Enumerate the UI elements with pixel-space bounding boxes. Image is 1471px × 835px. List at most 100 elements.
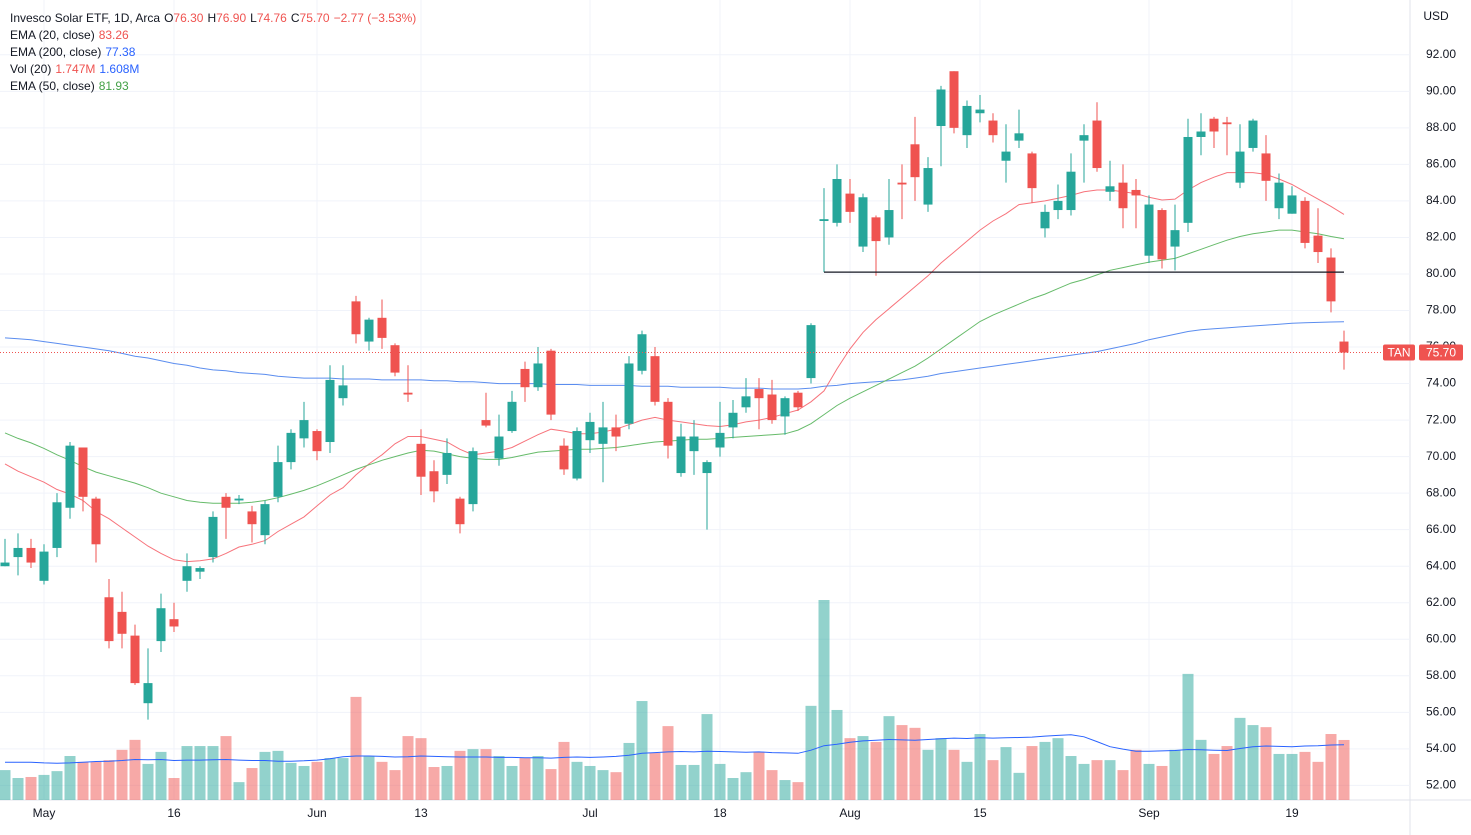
volume-bar <box>194 746 206 800</box>
indicator-line <box>4 172 1345 563</box>
candle-body <box>26 547 36 563</box>
ticker-badge <box>1383 344 1415 361</box>
volume-bar <box>766 770 778 800</box>
indicator-legend: EMA (50, close) 81.93 <box>10 78 420 95</box>
volume-bar <box>311 761 323 800</box>
y-tick-label: 66.00 <box>1426 522 1456 536</box>
volume-bar <box>51 771 63 800</box>
volume-bar <box>1234 717 1246 800</box>
candle-body <box>364 319 374 342</box>
candle-body <box>1131 189 1141 196</box>
candle-body <box>286 432 296 463</box>
volume-bar <box>259 751 271 800</box>
candle-body <box>1261 153 1271 181</box>
candle-body <box>1274 182 1284 209</box>
volume-bar <box>298 765 310 800</box>
candle-body <box>260 504 270 536</box>
volume-bar <box>1195 739 1207 800</box>
volume-bar <box>246 768 258 800</box>
volume-bar <box>467 749 479 800</box>
candle-body <box>351 301 361 335</box>
candle-body <box>1079 135 1089 141</box>
volume-bar <box>376 761 388 800</box>
volume-bar <box>818 600 830 800</box>
volume-bar <box>480 749 492 800</box>
y-tick-label: 64.00 <box>1426 558 1456 572</box>
x-tick-label: Sep <box>1138 806 1160 820</box>
candle-body <box>156 608 166 642</box>
volume-bar <box>1117 770 1129 800</box>
candle-body <box>1222 122 1232 125</box>
y-tick-label: 62.00 <box>1426 595 1456 609</box>
candle-body <box>507 401 517 432</box>
candle-body <box>1196 131 1206 137</box>
volume-bar <box>168 778 180 800</box>
ohlc-value: 76.30 <box>173 11 204 25</box>
volume-bar <box>1013 772 1025 800</box>
candle-body <box>793 392 803 408</box>
volume-bar <box>1338 739 1350 800</box>
y-tick-label: 58.00 <box>1426 668 1456 682</box>
volume-bar <box>1052 738 1064 800</box>
candle-body <box>975 109 985 114</box>
candle-body <box>1105 186 1115 192</box>
y-tick-label: 72.00 <box>1426 412 1456 426</box>
candle-body <box>143 683 153 704</box>
candle-body <box>312 431 322 452</box>
candle-body <box>169 619 179 627</box>
volume-bar <box>116 749 128 800</box>
indicator-line <box>5 734 1345 764</box>
volume-bar <box>1065 756 1077 800</box>
candle-body <box>104 597 114 642</box>
candle-body <box>91 498 101 545</box>
volume-bar <box>506 765 518 800</box>
x-tick-label: Jun <box>307 806 326 820</box>
candle-body <box>390 345 400 373</box>
volume-bar <box>857 736 869 800</box>
candle-body <box>806 325 816 379</box>
volume-bar <box>220 736 232 800</box>
legend: Invesco Solar ETF, 1D, Arca O76.30 H76.90 L… <box>10 10 420 95</box>
volume-bar <box>207 746 219 800</box>
volume-bar <box>1286 753 1298 800</box>
volume-bar <box>415 738 427 800</box>
volume-bar <box>363 756 375 800</box>
volume-bar <box>454 750 466 800</box>
candle-body <box>871 217 881 242</box>
volume-bar <box>935 738 947 800</box>
volume-bar <box>428 767 440 800</box>
candle-body <box>728 412 738 428</box>
candle-body <box>1235 151 1245 183</box>
candle-body <box>780 398 790 417</box>
candle-body <box>611 427 621 437</box>
candle-body <box>858 197 868 247</box>
candle-body <box>1157 210 1167 260</box>
candle-body <box>1326 257 1336 302</box>
indicator-name: EMA (200, close) <box>10 45 102 59</box>
volume-bar <box>675 764 687 800</box>
y-tick-label: 80.00 <box>1426 266 1456 280</box>
candle-body <box>585 421 595 441</box>
volume-bar <box>1156 765 1168 800</box>
candle-body <box>52 502 62 548</box>
volume-bar <box>77 761 89 800</box>
candle-body <box>988 120 998 136</box>
y-tick-label: 56.00 <box>1426 705 1456 719</box>
volume-bar <box>844 738 856 800</box>
volume-bar <box>1273 753 1285 800</box>
volume-bar <box>64 756 76 800</box>
candle-body <box>624 363 634 424</box>
candle-body <box>1066 171 1076 211</box>
volume-bar <box>389 770 401 800</box>
candle-body <box>962 105 972 136</box>
y-tick-label: 82.00 <box>1426 230 1456 244</box>
x-tick-label: 18 <box>713 806 727 820</box>
volume-pane <box>0 600 1350 800</box>
candle-body <box>0 562 10 567</box>
candle-body <box>130 635 140 684</box>
ohlc-key: C <box>290 11 300 25</box>
ohlc-key: L <box>250 11 257 25</box>
x-tick-label: 19 <box>1285 806 1299 820</box>
